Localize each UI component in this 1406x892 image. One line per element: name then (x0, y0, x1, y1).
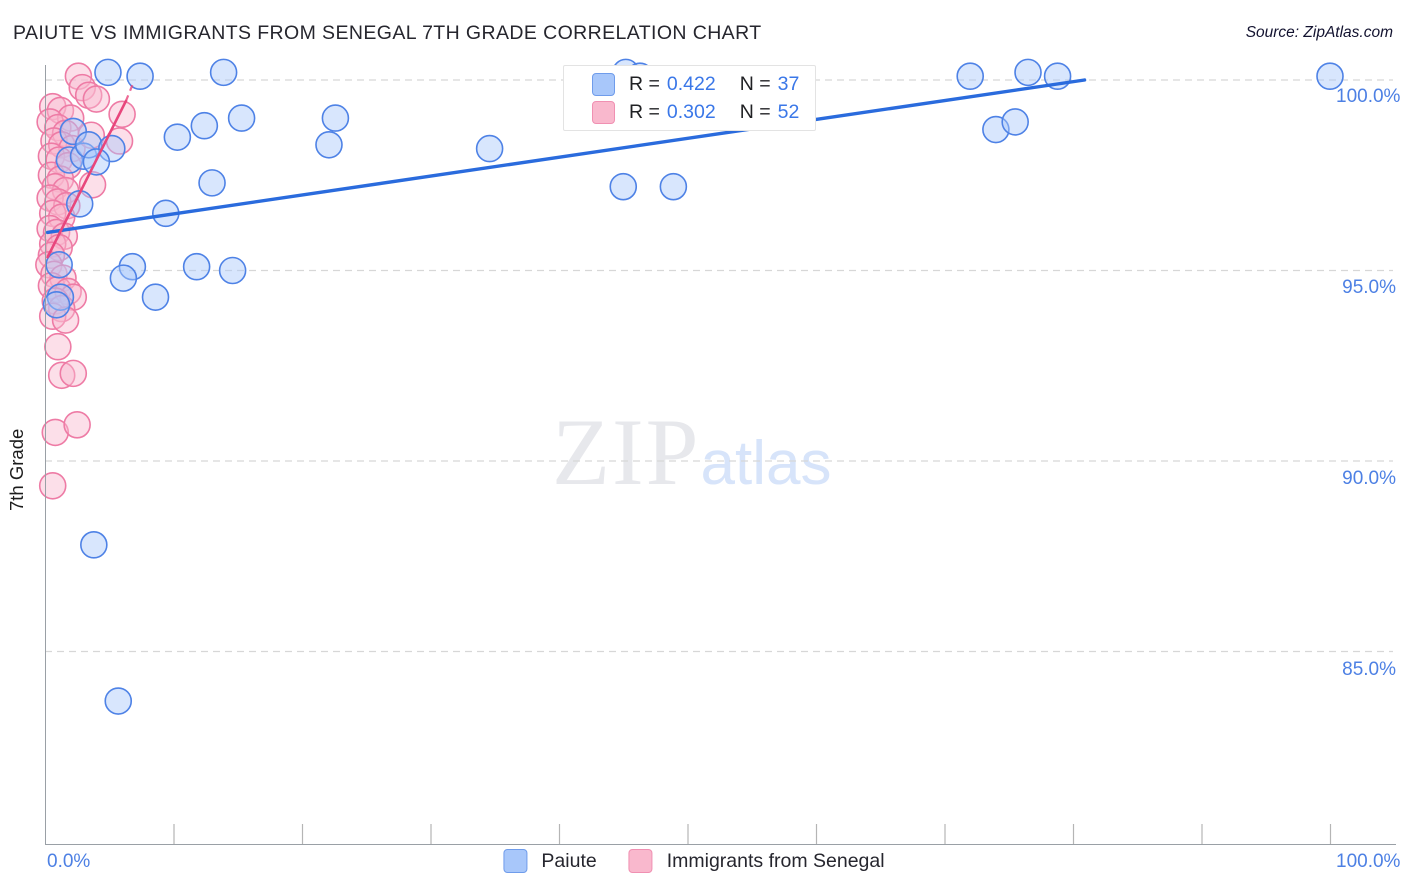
senegal-legend-swatch-icon (628, 849, 653, 873)
trendline-dashed-extension (124, 81, 135, 102)
y-tick-label-95: 95.0% (1342, 277, 1396, 298)
data-point-paiute (80, 531, 108, 559)
data-point-senegal (63, 411, 91, 439)
data-point-paiute (45, 250, 73, 279)
data-point-senegal (51, 306, 80, 334)
data-point-paiute (218, 256, 247, 285)
data-point-paiute (659, 172, 688, 201)
n-value: 37 (777, 72, 800, 95)
x-tick-label-max: 100.0% (1336, 851, 1401, 872)
data-point-paiute (227, 104, 256, 132)
n-label: N = (739, 72, 771, 95)
data-point-senegal (47, 361, 76, 390)
y-tick-label-85: 85.0% (1342, 659, 1396, 680)
r-label: R = (629, 100, 660, 123)
data-point-paiute (126, 62, 154, 90)
data-point-paiute (1001, 108, 1029, 136)
data-point-paiute (475, 134, 504, 163)
data-point-paiute (190, 111, 219, 140)
y-axis-line (45, 65, 46, 845)
data-point-paiute (209, 58, 238, 87)
senegal-legend-label: Immigrants from Senegal (666, 849, 885, 872)
data-point-paiute (74, 130, 103, 159)
data-point-senegal (77, 121, 106, 150)
x-tick-label-min: 0.0% (47, 851, 91, 872)
trendline-paiute (45, 78, 1087, 235)
series-legend: Paiute Immigrants from Senegal (503, 849, 902, 873)
n-label: N = (739, 100, 771, 123)
data-point-paiute (321, 104, 350, 132)
scatter-plot (35, 58, 1393, 844)
data-point-paiute (109, 264, 138, 292)
data-point-paiute (182, 252, 211, 281)
paiute-legend-swatch-icon (503, 849, 528, 873)
paiute-swatch-icon (592, 72, 615, 96)
legend-row-senegal: R = 0.302 N = 52 (592, 100, 815, 124)
trendline-senegal (46, 99, 128, 259)
y-tick-label-90: 90.0% (1342, 468, 1396, 489)
r-value: 0.302 (666, 100, 716, 123)
data-point-paiute (141, 283, 170, 311)
data-point-paiute (42, 290, 71, 319)
data-point-paiute (609, 172, 638, 201)
data-point-paiute (118, 252, 147, 281)
data-point-paiute (163, 123, 192, 151)
r-label: R = (629, 72, 660, 95)
data-point-paiute (956, 62, 985, 90)
paiute-legend-label: Paiute (541, 849, 597, 872)
data-point-senegal (74, 81, 103, 110)
source-label: Source: ZipAtlas.com (1245, 24, 1393, 41)
legend-row-paiute: R = 0.422 N = 37 (592, 72, 815, 96)
data-point-senegal (108, 100, 136, 129)
r-value: 0.422 (666, 72, 716, 95)
data-point-paiute (94, 58, 122, 87)
legend-box: R = 0.422 N = 37 R = 0.302 N = 52 (563, 65, 816, 131)
data-point-paiute (1316, 62, 1344, 90)
data-point-senegal (41, 418, 70, 447)
y-axis-title: 7th Grade (6, 428, 27, 512)
data-point-senegal (44, 332, 72, 361)
y-tick-label-100: 100.0% (1336, 86, 1401, 107)
x-axis-line (45, 844, 1396, 845)
data-point-senegal (38, 471, 67, 500)
data-point-senegal (47, 294, 76, 323)
data-point-senegal (59, 359, 88, 388)
n-value: 52 (777, 100, 800, 123)
data-point-senegal (82, 85, 111, 113)
data-point-paiute (46, 283, 75, 311)
senegal-swatch-icon (592, 100, 615, 124)
page-title: PAIUTE VS IMMIGRANTS FROM SENEGAL 7TH GR… (13, 22, 762, 44)
data-point-paiute (315, 130, 343, 159)
data-point-paiute (198, 169, 226, 197)
data-point-paiute (1014, 58, 1042, 87)
data-point-paiute (104, 687, 133, 715)
